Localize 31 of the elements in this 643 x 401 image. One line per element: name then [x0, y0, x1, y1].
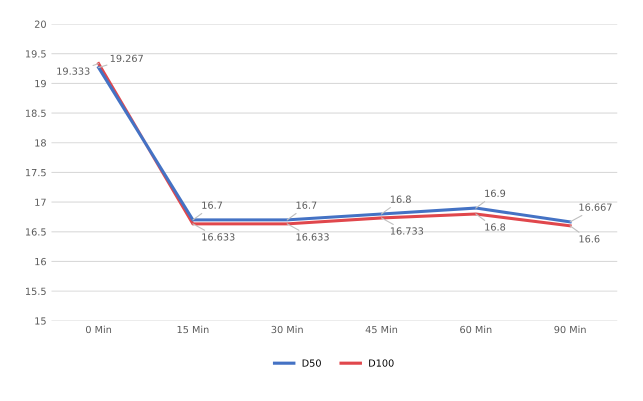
- y-tick-label: 17.5: [26, 169, 46, 176]
- y-tick-label: 20: [34, 20, 46, 28]
- y-tick-label: 18.5: [26, 110, 46, 117]
- y-tick-label: 18: [35, 139, 46, 147]
- legend-label: D50: [302, 359, 321, 367]
- x-tick-label: 30 Min: [272, 326, 303, 334]
- data-label: 16.8: [390, 196, 411, 203]
- y-tick-label: 19: [35, 80, 46, 88]
- x-tick-label: 0 Min: [86, 326, 112, 334]
- data-label: 19.267: [110, 54, 143, 62]
- y-tick-label: 17: [35, 198, 46, 206]
- x-tick-label: 60 Min: [460, 326, 492, 334]
- data-label: 19.333: [57, 67, 90, 75]
- x-tick-label: 15 Min: [178, 326, 208, 334]
- legend-label: D100: [369, 359, 394, 367]
- y-tick-label: 19.5: [26, 50, 46, 58]
- data-label: 16.6: [580, 235, 600, 243]
- y-tick-label: 15.5: [26, 288, 46, 295]
- x-tick-label: 45 Min: [366, 326, 398, 334]
- y-tick-label: 16: [35, 258, 46, 266]
- data-label: 16.733: [390, 227, 424, 235]
- data-label: 16.7: [296, 201, 316, 209]
- data-label: 16.7: [202, 201, 222, 209]
- data-label: 16.8: [485, 223, 506, 231]
- y-tick-label: 15: [35, 317, 46, 325]
- data-label: 16.667: [580, 203, 612, 211]
- data-label: 16.9: [485, 190, 506, 197]
- data-label: 16.633: [296, 233, 329, 241]
- x-tick-label: 90 Min: [554, 326, 586, 334]
- y-tick-label: 16.5: [26, 228, 46, 236]
- data-label: 16.633: [202, 233, 234, 241]
